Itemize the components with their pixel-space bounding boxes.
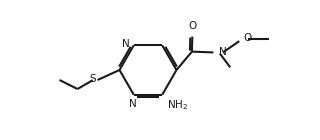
Text: N: N: [219, 47, 227, 57]
Text: S: S: [89, 74, 95, 84]
Text: N: N: [129, 99, 137, 109]
Text: NH$_2$: NH$_2$: [167, 99, 188, 112]
Text: N: N: [122, 39, 130, 49]
Text: O: O: [244, 33, 252, 43]
Text: O: O: [188, 21, 196, 31]
